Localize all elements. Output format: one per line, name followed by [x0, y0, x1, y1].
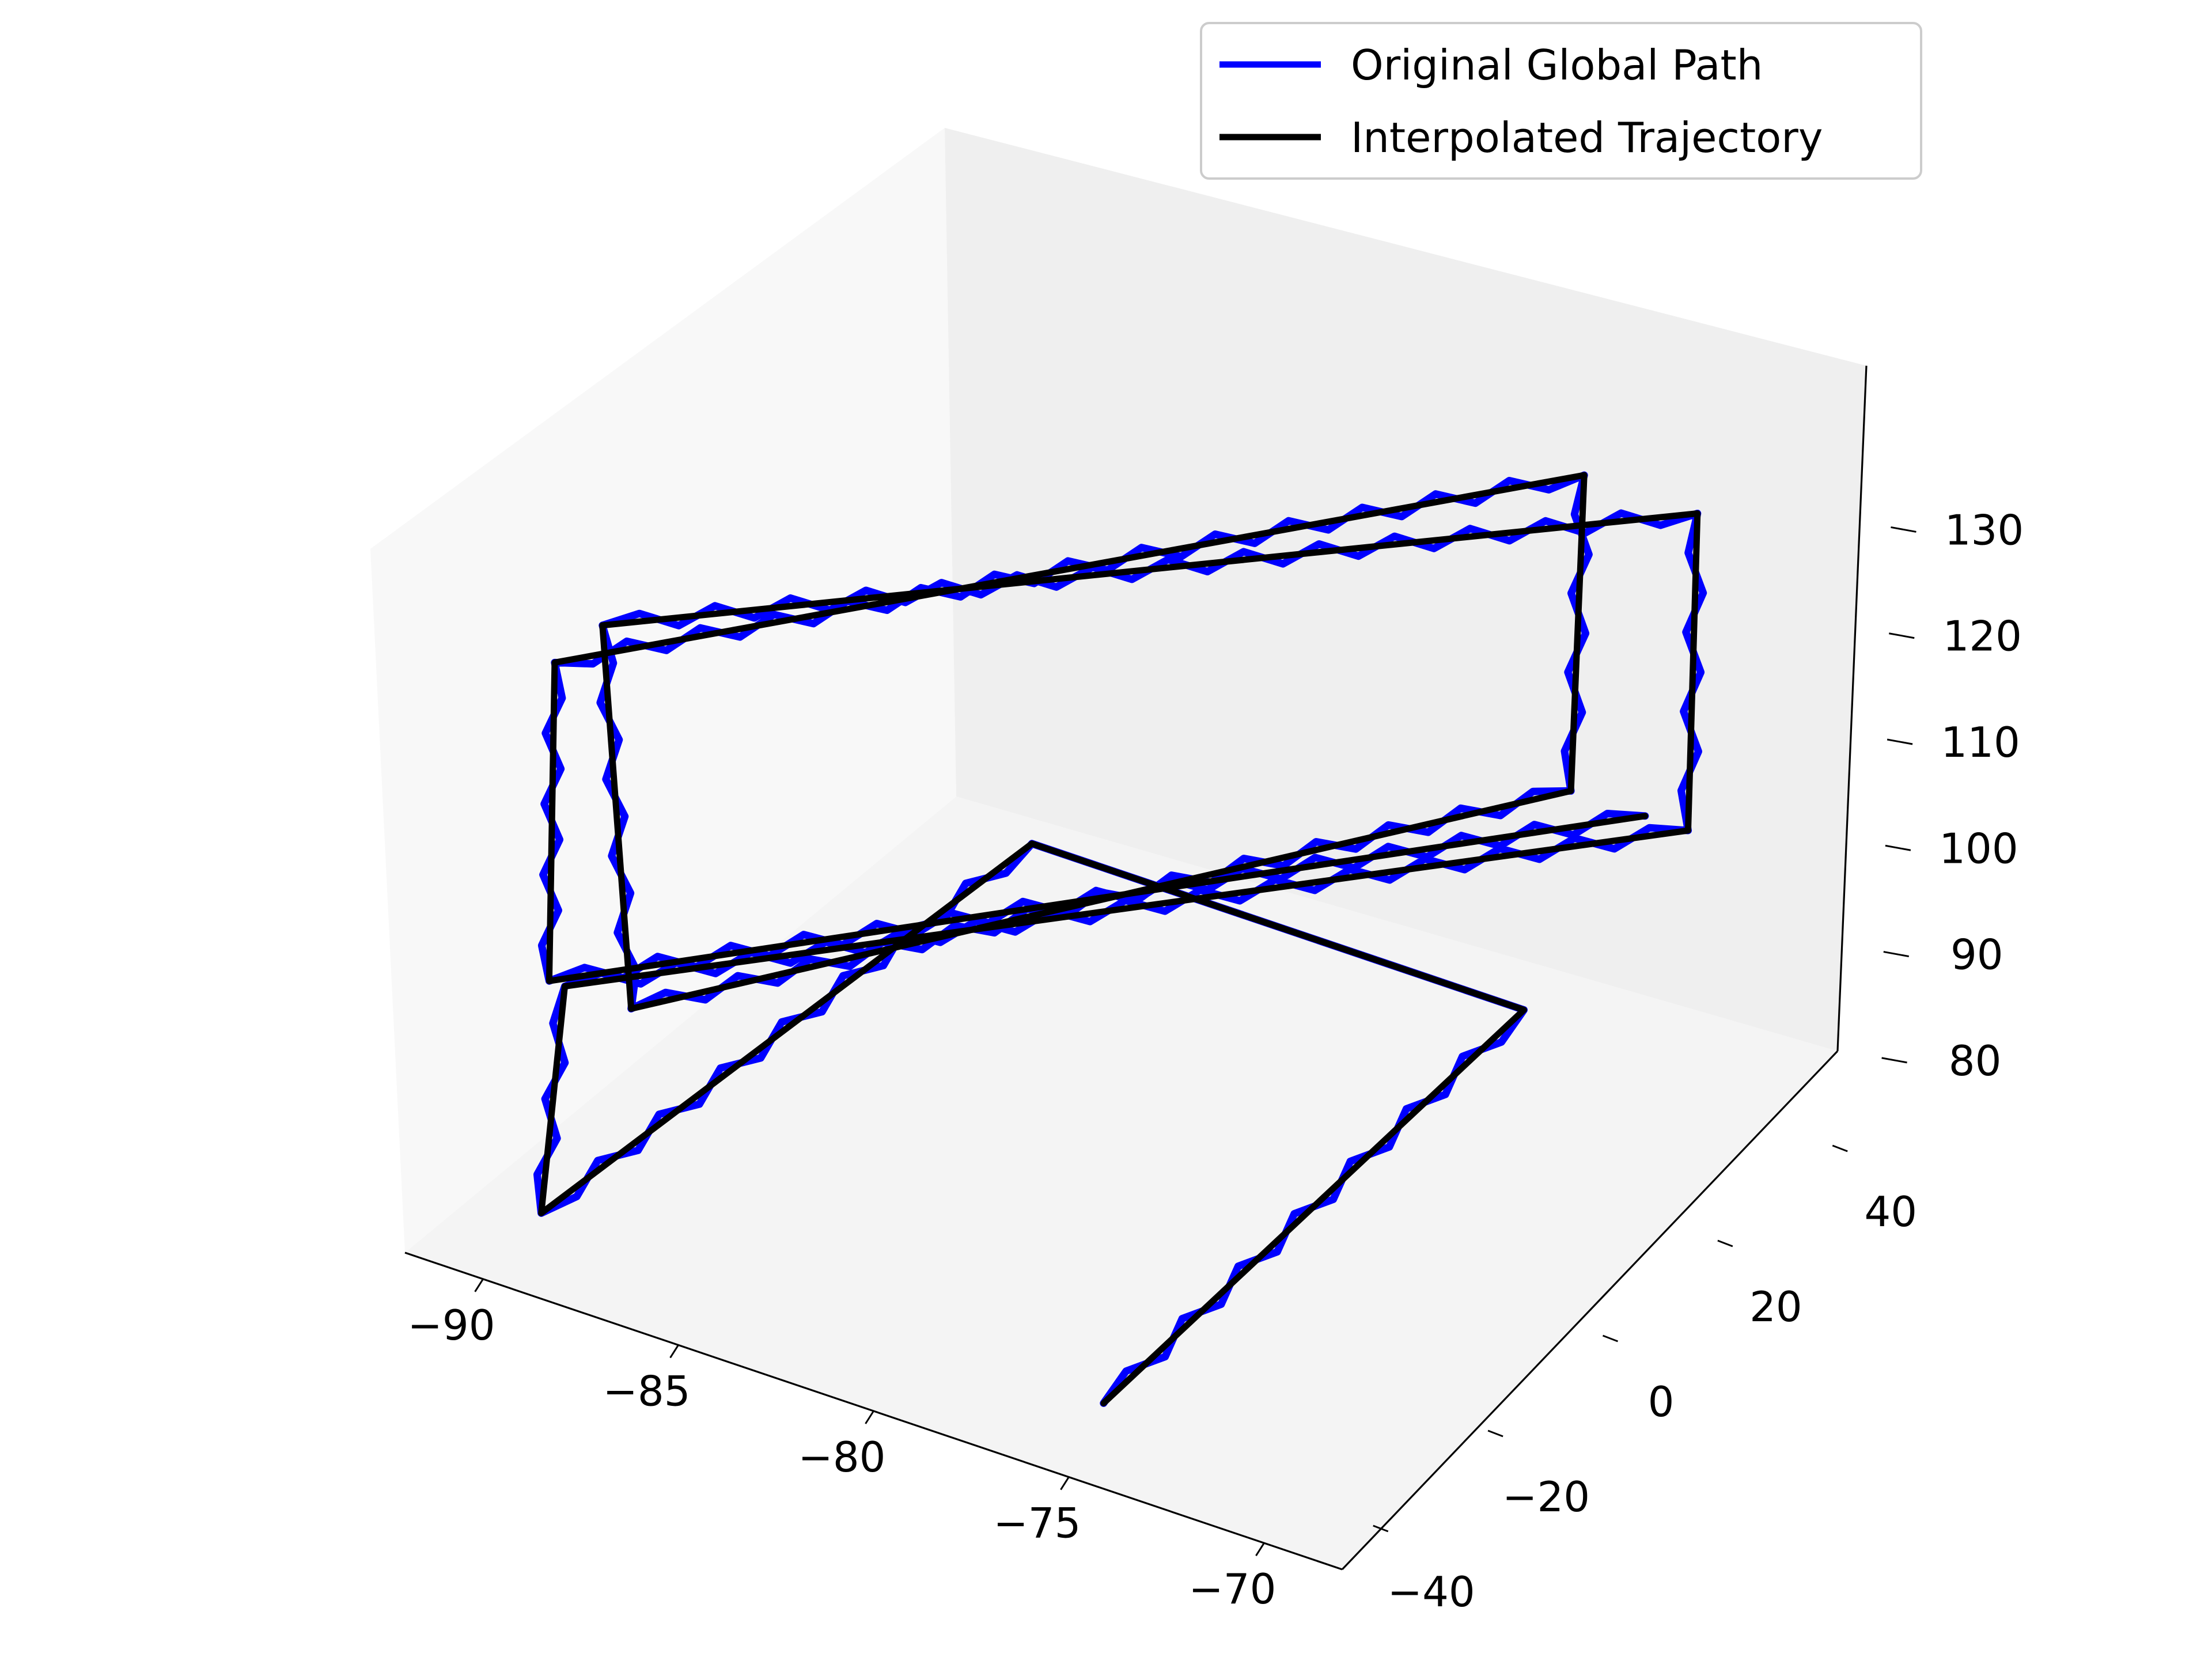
- z-tick-label: 100: [1939, 824, 2018, 873]
- y-tick-label: −20: [1502, 1473, 1590, 1521]
- z-tick: [1891, 526, 1916, 533]
- x-tick: [1255, 1542, 1265, 1556]
- x-tick-label: −85: [603, 1367, 691, 1415]
- x-tick: [1060, 1476, 1070, 1491]
- y-tick: [1832, 1144, 1848, 1152]
- z-tick: [1881, 1057, 1907, 1064]
- z-tick: [1889, 632, 1915, 639]
- x-tick: [669, 1344, 679, 1359]
- y-tick: [1717, 1239, 1733, 1247]
- y-tick-label: 0: [1648, 1378, 1675, 1426]
- y-tick: [1373, 1525, 1389, 1533]
- x-axis-ticks: −90 −85 −80 −75 −70: [408, 1279, 1276, 1613]
- legend-label: Original Global Path: [1351, 41, 1763, 89]
- z-tick-label: 80: [1949, 1037, 2002, 1085]
- y-tick: [1487, 1429, 1503, 1438]
- y-tick-label: 20: [1749, 1283, 1802, 1331]
- legend-box: [1200, 22, 1922, 180]
- x-tick-label: −75: [993, 1499, 1081, 1548]
- legend: Original Global Path Interpolated Traject…: [1200, 22, 1922, 180]
- y-tick-label: 40: [1864, 1188, 1917, 1236]
- y-axis-line: [1341, 1050, 1839, 1571]
- z-tick-label: 90: [1950, 931, 2003, 979]
- x-tick-label: −70: [1188, 1565, 1276, 1613]
- z-tick: [1885, 844, 1911, 851]
- legend-label: Interpolated Trajectory: [1351, 113, 1823, 162]
- y-axis-ticks: −40 −20 0 20 40: [1373, 1144, 1917, 1616]
- z-tick-label: 110: [1941, 718, 2020, 767]
- series-line-1: [533, 471, 1707, 1407]
- x-tick-label: −80: [798, 1433, 886, 1481]
- axes-panes: [370, 128, 1866, 1569]
- y-tick: [1602, 1334, 1619, 1343]
- z-tick: [1883, 951, 1910, 958]
- z-tick-label: 120: [1943, 612, 2022, 661]
- z-tick: [1887, 738, 1913, 745]
- z-axis-line: [1836, 365, 1868, 1052]
- series-layer: [533, 471, 1707, 1407]
- z-axis-ticks: 80 90 100 110 120 130: [1881, 506, 2024, 1085]
- floor-pane: [405, 797, 1838, 1569]
- y-tick-label: −40: [1388, 1568, 1475, 1616]
- x-tick: [865, 1410, 874, 1424]
- z-tick-label: 130: [1945, 506, 2024, 554]
- x-tick-label: −90: [408, 1301, 495, 1349]
- left-wall-pane: [370, 128, 956, 1253]
- series-line-2: [538, 472, 1701, 1406]
- x-tick: [474, 1279, 484, 1292]
